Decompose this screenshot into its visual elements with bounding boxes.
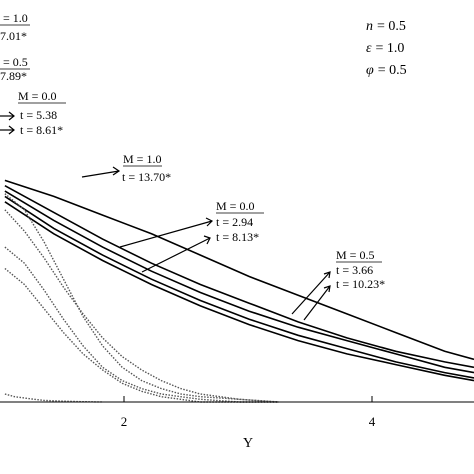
svg-text:M = 0.5: M = 0.5 bbox=[336, 248, 374, 262]
dotted-series-line-4 bbox=[4, 267, 279, 403]
solid-series-line-5 bbox=[4, 201, 474, 382]
svg-text:7.89*: 7.89* bbox=[0, 69, 27, 83]
param-value: = 0.5 bbox=[377, 19, 406, 34]
param-symbol: φ bbox=[366, 63, 374, 78]
dotted-series-line-1 bbox=[4, 193, 279, 403]
svg-text:7.01*: 7.01* bbox=[0, 29, 27, 43]
svg-text:t = 3.66: t = 3.66 bbox=[336, 263, 373, 277]
arrow bbox=[119, 220, 213, 248]
svg-text:t = 2.94: t = 2.94 bbox=[216, 215, 253, 229]
annotation-m00-mid: M = 0.0 t = 2.94 t = 8.13* bbox=[216, 199, 264, 244]
arrow bbox=[141, 237, 211, 273]
svg-text:φ= 0.5: φ = 0.5 bbox=[366, 63, 407, 78]
arrowhead bbox=[205, 217, 214, 227]
solid-series-line-3 bbox=[4, 190, 474, 374]
arrow bbox=[303, 285, 331, 321]
annotation-m05-top: = 0.5 7.89* bbox=[0, 55, 30, 83]
svg-text:t = 8.13*: t = 8.13* bbox=[216, 230, 259, 244]
arrowhead bbox=[323, 271, 331, 279]
x-tick-label: 2 bbox=[121, 414, 128, 429]
svg-text:n= 0.5: n = 0.5 bbox=[366, 19, 406, 34]
param-value: = 1.0 bbox=[376, 41, 405, 56]
annotation-m10-top: = 1.0 7.01* bbox=[0, 11, 30, 43]
svg-text:t = 10.23*: t = 10.23* bbox=[336, 277, 385, 291]
dotted-series-line-3 bbox=[4, 246, 279, 403]
arrowhead bbox=[203, 235, 211, 245]
annotation-m10-mid: M = 1.0 t = 13.70* bbox=[122, 152, 171, 184]
arrowhead bbox=[112, 166, 121, 176]
arrowhead bbox=[323, 285, 331, 293]
param-symbol: n bbox=[366, 19, 373, 34]
param-value: = 0.5 bbox=[378, 63, 407, 78]
annotation-arrows bbox=[0, 111, 331, 321]
x-axis-label: Y bbox=[243, 436, 253, 451]
svg-text:t = 13.70*: t = 13.70* bbox=[122, 170, 171, 184]
arrow bbox=[81, 170, 120, 178]
arrow bbox=[291, 271, 331, 315]
solid-series-line-4 bbox=[4, 195, 474, 379]
svg-text:M = 1.0: M = 1.0 bbox=[123, 152, 161, 166]
param-symbol: ε bbox=[366, 41, 372, 56]
solid-series-line-2 bbox=[4, 184, 474, 369]
x-tick-label: 4 bbox=[369, 414, 376, 429]
svg-text:= 0.5: = 0.5 bbox=[3, 55, 28, 69]
svg-text:t = 8.61*: t = 8.61* bbox=[20, 123, 63, 137]
annotation-m05-right: M = 0.5 t = 3.66 t = 10.23* bbox=[336, 248, 385, 291]
svg-text:ε= 1.0: ε = 1.0 bbox=[366, 41, 404, 56]
parameter-legend: n = 0.5 ε = 1.0 φ = 0.5 bbox=[366, 19, 407, 78]
arrowhead bbox=[8, 125, 15, 135]
dotted-series-line-5 bbox=[4, 393, 103, 403]
arrowhead bbox=[8, 111, 15, 121]
svg-text:t = 5.38: t = 5.38 bbox=[20, 108, 57, 122]
svg-text:M = 0.0: M = 0.0 bbox=[18, 89, 56, 103]
solid-series-line-1 bbox=[4, 179, 474, 361]
svg-text:= 1.0: = 1.0 bbox=[3, 11, 28, 25]
solid-curves bbox=[4, 179, 474, 382]
svg-text:M = 0.0: M = 0.0 bbox=[216, 199, 254, 213]
annotation-m00-left: M = 0.0 t = 5.38 t = 8.61* bbox=[18, 89, 66, 137]
